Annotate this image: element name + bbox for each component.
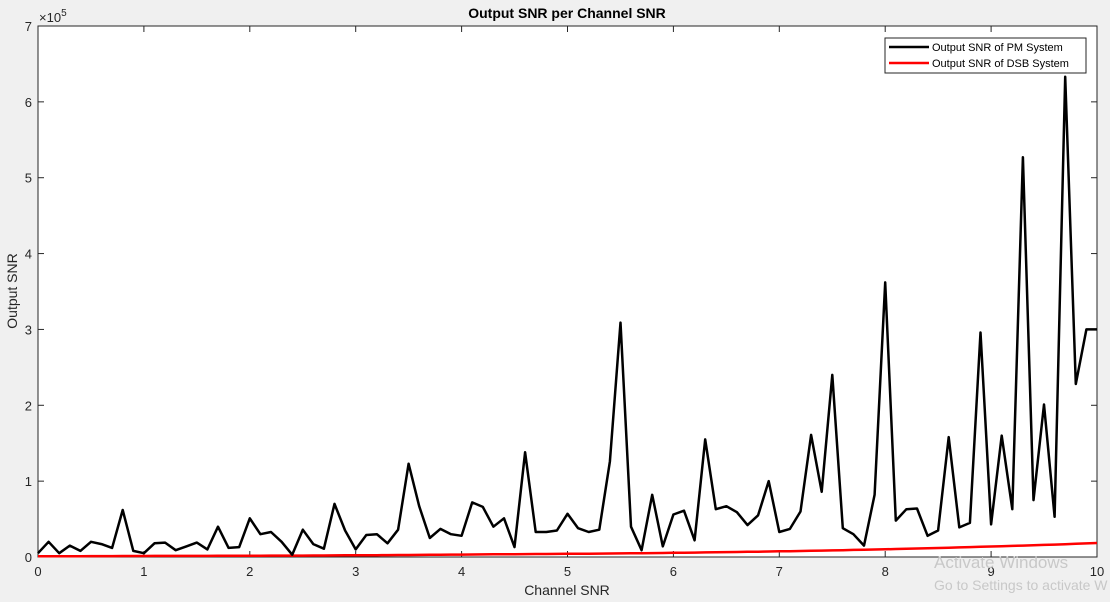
y-tick-label: 1 [25, 474, 32, 489]
y-tick-label: 3 [25, 322, 32, 337]
y-exponent-power: 5 [61, 8, 67, 19]
x-tick-label: 4 [458, 564, 465, 579]
y-tick-label: 7 [25, 19, 32, 34]
y-axis-ticks: 0 1 2 3 4 5 6 7 [25, 19, 1097, 565]
y-tick-label: 6 [25, 95, 32, 110]
y-tick-label: 5 [25, 171, 32, 186]
x-tick-label: 9 [987, 564, 994, 579]
y-axis-label: Output SNR [4, 253, 20, 328]
watermark-line2: Go to Settings to activate W [934, 577, 1108, 593]
x-tick-label: 7 [776, 564, 783, 579]
legend-label-pm: Output SNR of PM System [932, 42, 1063, 54]
x-tick-label: 2 [246, 564, 253, 579]
x-tick-label: 0 [34, 564, 41, 579]
x-tick-label: 8 [882, 564, 889, 579]
svg-text:×105: ×105 [39, 8, 67, 25]
legend-label-dsb: Output SNR of DSB System [932, 58, 1069, 70]
x-tick-label: 10 [1090, 564, 1104, 579]
y-exponent-label: ×105 [39, 8, 67, 25]
legend-box [884, 37, 1087, 74]
x-axis-ticks: 0 1 2 3 4 5 6 7 8 9 10 [34, 26, 1104, 579]
chart-legend: Output SNR of PM System Output SNR of DS… [884, 37, 1087, 74]
y-exponent-base: ×10 [39, 10, 61, 25]
series-line-pm [37, 75, 1097, 556]
chart-title: Output SNR per Channel SNR [468, 5, 666, 21]
series-layer [37, 75, 1098, 558]
plot-area [37, 25, 1098, 558]
x-tick-label: 6 [670, 564, 677, 579]
series-line-dsb [38, 541, 1098, 558]
y-tick-label: 0 [25, 550, 32, 565]
y-tick-label: 4 [25, 247, 32, 262]
x-axis-label: Channel SNR [524, 582, 610, 598]
x-tick-label: 3 [352, 564, 359, 579]
x-tick-label: 1 [140, 564, 147, 579]
x-tick-label: 5 [564, 564, 571, 579]
watermark-line1: Activate Windows [934, 553, 1068, 572]
y-tick-label: 2 [25, 398, 32, 413]
